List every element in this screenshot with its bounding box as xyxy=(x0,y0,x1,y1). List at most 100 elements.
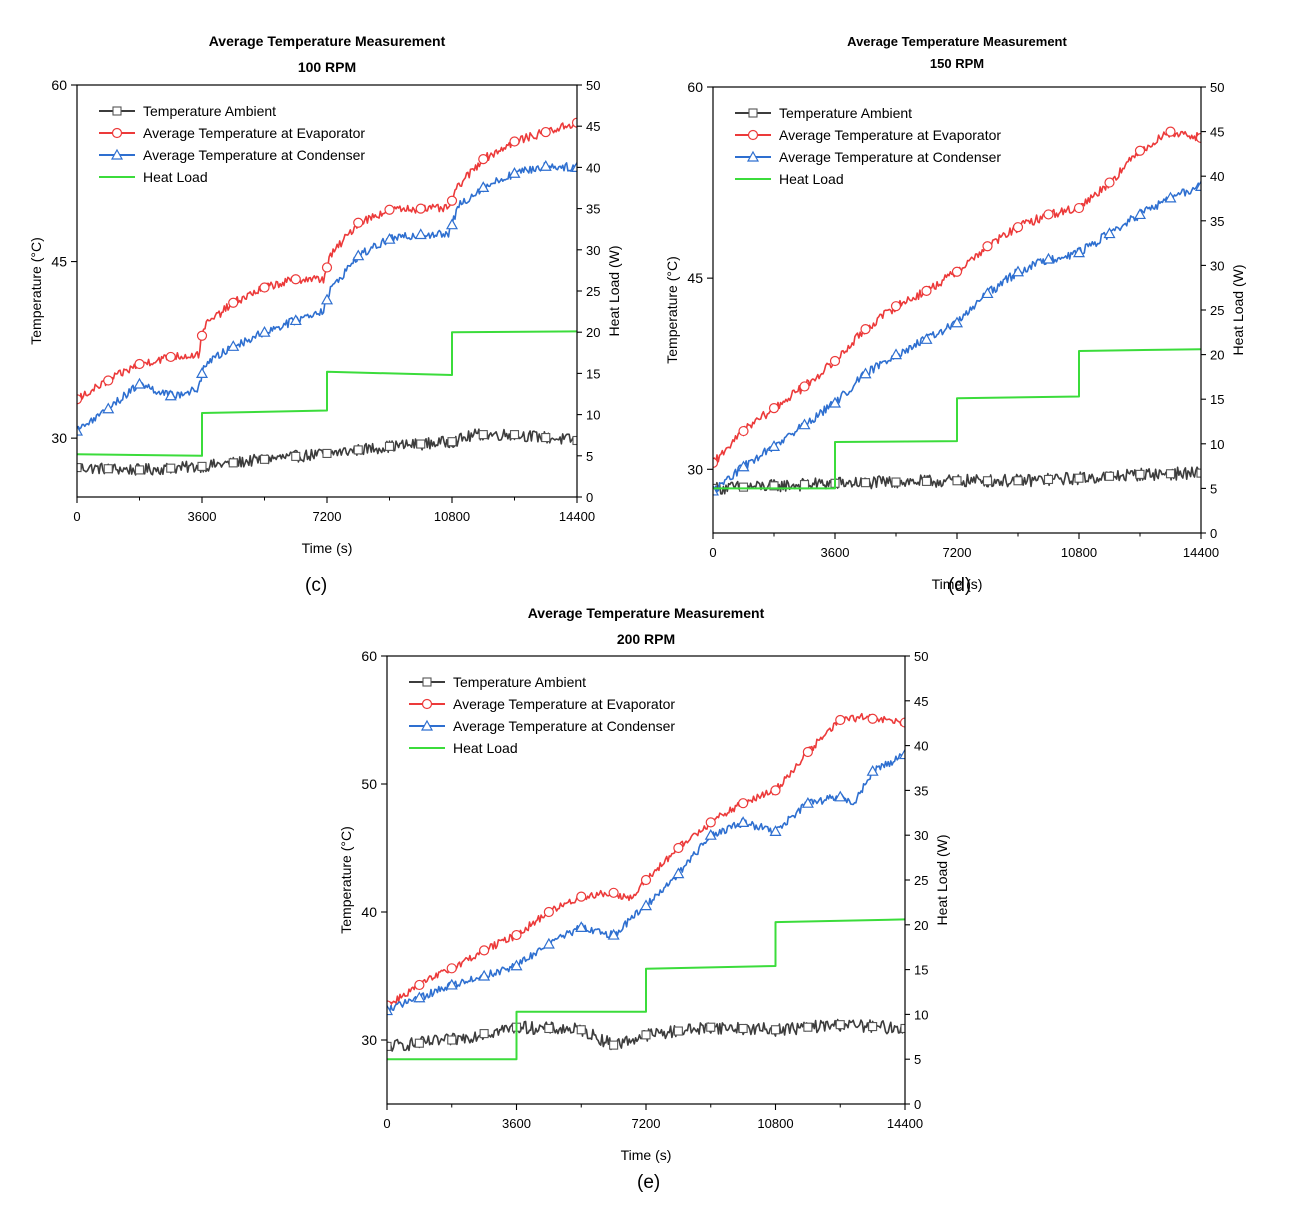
data-point-ambient xyxy=(197,461,207,471)
series-markers-ambient xyxy=(713,468,1201,493)
chart-subtitle: 150 RPM xyxy=(930,56,984,71)
data-point-condenser xyxy=(1011,265,1025,277)
data-point-condenser xyxy=(828,396,842,408)
data-point-ambient xyxy=(1074,473,1084,483)
data-point-evaporator xyxy=(571,117,577,128)
data-point-evaporator xyxy=(165,351,176,363)
legend-marker-ambient xyxy=(748,108,758,118)
y-axis-label: Temperature (°C) xyxy=(338,826,354,934)
data-point-ambient xyxy=(544,1023,554,1034)
series-markers-condenser xyxy=(77,159,577,436)
data-point-ambient xyxy=(860,478,871,488)
data-point-condenser xyxy=(1042,252,1055,264)
data-point-ambient xyxy=(799,480,810,490)
data-point-evaporator xyxy=(829,355,841,367)
data-point-evaporator xyxy=(1165,126,1176,137)
data-point-ambient xyxy=(384,441,395,451)
y2-tick-label: 35 xyxy=(1210,214,1224,229)
data-point-condenser xyxy=(801,796,814,808)
x-tick-label: 3600 xyxy=(502,1116,531,1131)
y2-tick-label: 10 xyxy=(586,408,600,423)
data-point-condenser xyxy=(607,928,620,940)
series-line-heat-load xyxy=(77,330,577,457)
chart-100-rpm: Average Temperature Measurement 100 RPM 0 3… xyxy=(20,30,640,570)
y2-tick-label: 30 xyxy=(914,828,928,843)
series-line-evaporator xyxy=(77,121,577,401)
data-point-evaporator xyxy=(799,381,810,392)
y2-tick-label: 5 xyxy=(914,1052,921,1067)
panel-label-c: (c) xyxy=(305,575,328,596)
y-tick-label: 60 xyxy=(361,648,377,664)
y-tick-label: 50 xyxy=(361,776,377,792)
panel-label-d: (d) xyxy=(948,575,972,596)
data-point-condenser xyxy=(445,978,458,990)
data-point-evaporator xyxy=(478,154,489,165)
data-point-ambient xyxy=(1135,469,1145,479)
data-point-evaporator xyxy=(414,979,425,991)
data-point-ambient xyxy=(447,437,457,447)
data-point-ambient xyxy=(1013,476,1023,486)
data-point-condenser xyxy=(950,316,964,328)
data-point-ambient xyxy=(447,1035,457,1045)
y2-tick-label: 10 xyxy=(1210,437,1224,452)
data-point-ambient xyxy=(891,477,901,487)
data-point-evaporator xyxy=(673,842,684,854)
series-markers-ambient xyxy=(77,430,577,475)
data-point-evaporator xyxy=(103,375,114,386)
x-tick-label: 10800 xyxy=(1061,545,1097,560)
data-point-evaporator xyxy=(446,195,458,206)
series-line-heat-load xyxy=(713,348,1201,490)
data-point-evaporator xyxy=(415,203,426,214)
y-tick-label: 40 xyxy=(361,904,377,920)
plot-area xyxy=(713,126,1201,496)
legend-label-ambient: Temperature Ambient xyxy=(453,674,586,690)
data-point-evaporator xyxy=(951,266,963,277)
y2-tick-label: 15 xyxy=(586,366,600,381)
x-tick-label: 7200 xyxy=(313,509,342,524)
legend-marker-evaporator xyxy=(421,698,433,710)
x-tick-label: 10800 xyxy=(757,1116,793,1131)
data-point-evaporator xyxy=(860,324,871,335)
x-tick-label: 14400 xyxy=(887,1116,923,1131)
data-point-ambient xyxy=(641,1030,651,1040)
data-point-condenser xyxy=(639,899,653,911)
y2-tick-label: 10 xyxy=(914,1007,928,1022)
data-point-ambient xyxy=(769,481,779,491)
data-point-condenser xyxy=(767,440,781,451)
data-point-evaporator xyxy=(1195,132,1201,144)
legend-marker-condenser xyxy=(746,150,760,162)
data-point-condenser xyxy=(889,348,903,360)
y2-tick-label: 40 xyxy=(1210,169,1224,184)
legend: Temperature Ambient Average Temperature a… xyxy=(735,105,1001,187)
data-point-ambient xyxy=(166,463,176,473)
y-axis-label: Temperature (°C) xyxy=(664,256,680,364)
data-point-ambient xyxy=(77,463,82,473)
data-point-evaporator xyxy=(290,274,301,285)
x-tick-label: 7200 xyxy=(632,1116,661,1131)
data-point-ambient xyxy=(541,433,551,443)
y2-tick-label: 20 xyxy=(586,325,600,340)
data-point-evaporator xyxy=(867,713,878,724)
data-point-evaporator xyxy=(196,330,208,341)
data-point-ambient xyxy=(868,1022,878,1032)
y-tick-label: 45 xyxy=(687,270,703,286)
data-point-ambient xyxy=(416,439,426,449)
data-point-ambient xyxy=(1196,468,1201,478)
legend: Temperature Ambient Average Temperature a… xyxy=(409,674,675,756)
data-point-ambient xyxy=(770,1025,781,1035)
data-point-evaporator xyxy=(1012,222,1024,233)
data-point-ambient xyxy=(900,1023,905,1034)
x-tick-label: 0 xyxy=(709,545,716,560)
y2-tick-label: 45 xyxy=(1210,125,1224,140)
data-point-ambient xyxy=(576,1025,586,1035)
data-point-evaporator xyxy=(543,906,554,918)
data-point-ambient xyxy=(134,465,145,475)
legend-label-condenser: Average Temperature at Condenser xyxy=(143,147,365,163)
data-point-condenser xyxy=(227,340,240,351)
legend-label-ambient: Temperature Ambient xyxy=(779,105,912,121)
chart-150-rpm-svg: Average Temperature Measurement 150 RPM 0 3… xyxy=(664,34,1246,592)
y2-axis-label: Heat Load (W) xyxy=(934,834,950,925)
data-point-evaporator xyxy=(738,798,749,809)
data-point-condenser xyxy=(570,161,577,172)
data-point-evaporator xyxy=(1043,209,1054,220)
